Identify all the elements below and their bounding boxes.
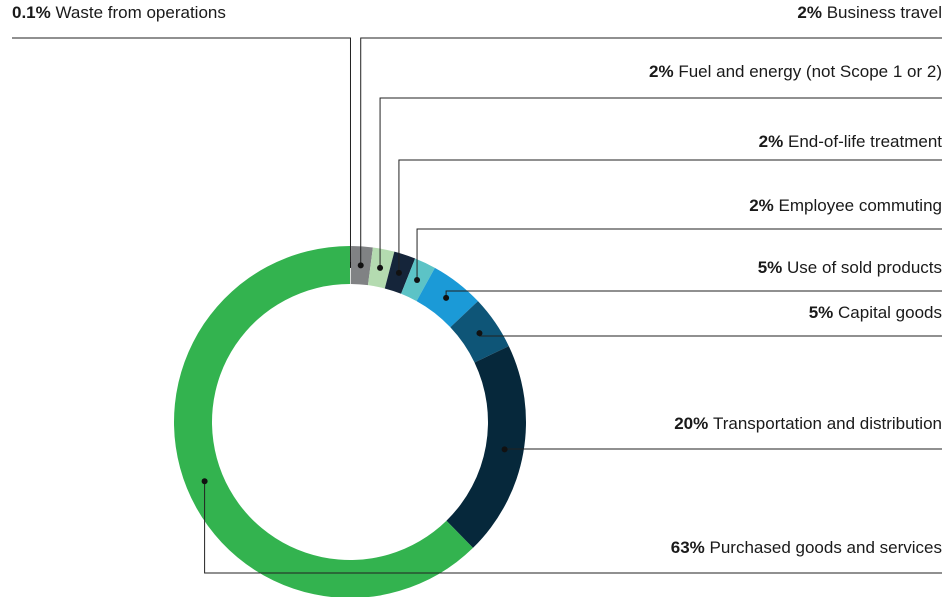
leader-line bbox=[360, 37, 942, 266]
value-label: 2% bbox=[749, 196, 774, 215]
value-label: 5% bbox=[809, 303, 834, 322]
slice-label: 2% Fuel and energy (not Scope 1 or 2) bbox=[649, 62, 942, 81]
leader-dot bbox=[357, 262, 364, 269]
value-label: 0.1% bbox=[12, 3, 51, 22]
category-label: End-of-life treatment bbox=[788, 132, 942, 151]
donut-slice bbox=[446, 346, 526, 548]
leader-line bbox=[416, 228, 942, 281]
category-label: Capital goods bbox=[838, 303, 942, 322]
value-label: 2% bbox=[649, 62, 674, 81]
slice-label: 2% Employee commuting bbox=[749, 196, 942, 215]
leader-dot bbox=[443, 294, 450, 301]
category-label: Fuel and energy (not Scope 1 or 2) bbox=[678, 62, 942, 81]
category-label: Purchased goods and services bbox=[710, 538, 942, 557]
value-label: 2% bbox=[759, 132, 784, 151]
leader-dot bbox=[476, 330, 483, 337]
slice-label: 2% Business travel bbox=[797, 3, 942, 22]
leader-dot bbox=[501, 446, 508, 453]
slice-label: 0.1% Waste from operations bbox=[12, 3, 226, 22]
category-label: Use of sold products bbox=[787, 258, 942, 277]
value-label: 20% bbox=[674, 414, 708, 433]
category-label: Business travel bbox=[827, 3, 942, 22]
category-label: Transportation and distribution bbox=[713, 414, 942, 433]
slice-label: 2% End-of-life treatment bbox=[759, 132, 943, 151]
donut-slice bbox=[174, 246, 473, 597]
leader-line bbox=[12, 37, 351, 266]
slice-label: 5% Use of sold products bbox=[758, 258, 942, 277]
slice-label: 20% Transportation and distribution bbox=[674, 414, 942, 433]
leader-dot bbox=[395, 269, 402, 276]
leader-line bbox=[398, 159, 942, 273]
leader-dot bbox=[414, 277, 421, 284]
leader-dot bbox=[377, 264, 384, 271]
value-label: 5% bbox=[758, 258, 783, 277]
category-label: Employee commuting bbox=[779, 196, 942, 215]
leader-line bbox=[445, 290, 942, 298]
slice-label: 63% Purchased goods and services bbox=[671, 538, 942, 557]
category-label: Waste from operations bbox=[55, 3, 225, 22]
value-label: 2% bbox=[797, 3, 822, 22]
leader-line bbox=[478, 333, 942, 337]
leader-dot bbox=[201, 478, 208, 485]
value-label: 63% bbox=[671, 538, 705, 557]
leader-line bbox=[379, 97, 942, 268]
leader-line bbox=[204, 481, 942, 574]
slice-label: 5% Capital goods bbox=[809, 303, 942, 322]
